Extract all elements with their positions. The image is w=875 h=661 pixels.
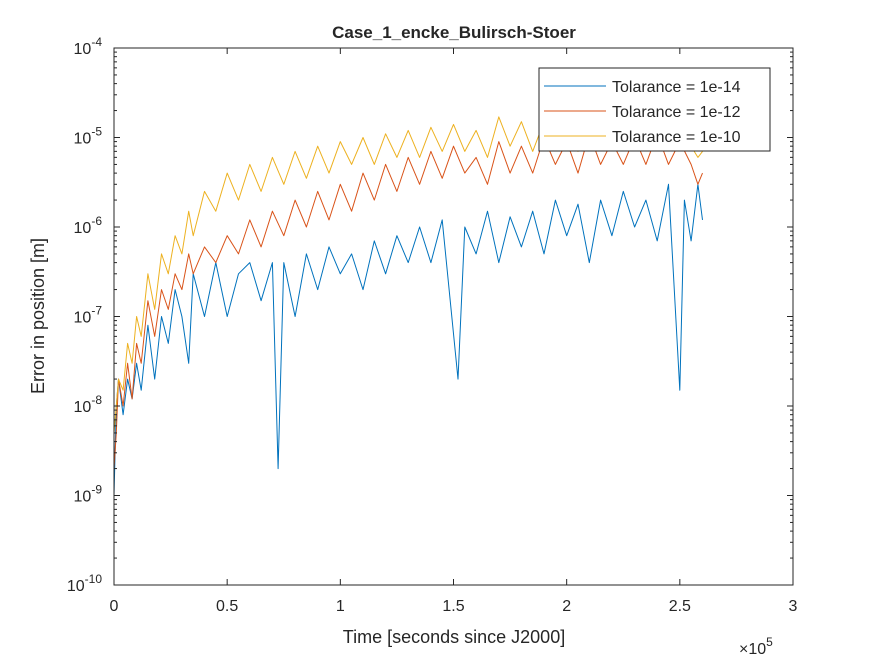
y-tick-base: 10 [74, 399, 92, 416]
y-tick-label: 10-8 [74, 393, 103, 416]
legend-label-3: Tolarance = 1e-10 [612, 129, 741, 146]
x-ticks: 0 0.5 1 1.5 2 2.5 3 [110, 48, 798, 615]
series-line-3 [113, 116, 703, 433]
y-tick-exponent: -7 [91, 304, 102, 318]
y-tick-label: 10-4 [74, 35, 103, 58]
y-tick-exponent: -5 [91, 125, 102, 139]
legend: Tolarance = 1e-14 Tolarance = 1e-12 Tolara… [538, 67, 771, 152]
y-tick-label: 10-5 [74, 125, 103, 148]
y-tick-exponent: -9 [91, 483, 102, 497]
series-line-2 [113, 133, 703, 469]
y-tick-base: 10 [74, 489, 92, 506]
x-tick-label: 1.5 [442, 598, 464, 615]
x-tick-label: 0.5 [216, 598, 238, 615]
x-exponent-label: ×105 [739, 635, 773, 656]
chart-title: Case_1_encke_Bulirsch-Stoer [332, 23, 576, 42]
x-tick-label: 0 [110, 598, 119, 615]
y-tick-label: 10-9 [74, 483, 103, 506]
x-tick-label: 2.5 [669, 598, 691, 615]
y-tick-exponent: -8 [91, 393, 102, 407]
legend-label-1: Tolarance = 1e-14 [612, 79, 741, 96]
y-tick-exponent: -4 [91, 35, 102, 49]
x-exponent-base: ×10 [739, 641, 766, 656]
y-tick-base: 10 [74, 310, 92, 327]
y-tick-label: 10-7 [74, 304, 103, 327]
x-tick-label: 3 [789, 598, 798, 615]
x-exponent-power: 5 [766, 635, 773, 649]
y-tick-base: 10 [67, 578, 85, 595]
y-tick-label: 10-6 [74, 214, 103, 237]
legend-box [538, 67, 771, 152]
y-tick-base: 10 [74, 220, 92, 237]
x-tick-label: 2 [562, 598, 571, 615]
series-line-1 [113, 183, 703, 496]
y-tick-exponent: -10 [85, 572, 103, 586]
y-tick-base: 10 [74, 41, 92, 58]
series-layer [113, 116, 703, 496]
y-tick-exponent: -6 [91, 214, 102, 228]
legend-label-2: Tolarance = 1e-12 [612, 104, 741, 121]
y-axis-label: Error in position [m] [28, 238, 48, 394]
y-tick-base: 10 [74, 131, 92, 148]
x-axis-label: Time [seconds since J2000] [343, 627, 565, 647]
x-tick-label: 1 [336, 598, 345, 615]
y-tick-label: 10-10 [67, 572, 102, 595]
